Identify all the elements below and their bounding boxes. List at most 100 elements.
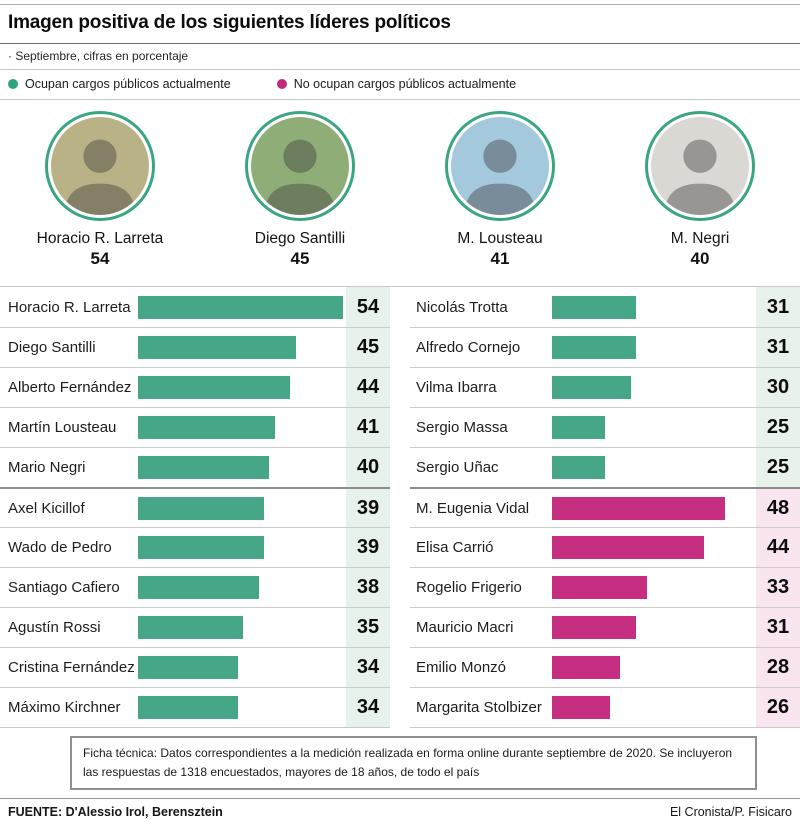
profile-card-larreta: Horacio R. Larreta 54 <box>0 111 200 286</box>
bar-chart-panels: Horacio R. Larreta 54 Diego Santilli 45 Albe… <box>0 286 800 728</box>
legend-rule <box>0 99 800 100</box>
bar <box>138 576 259 599</box>
profile-name: M. Lousteau <box>457 230 543 247</box>
bar-track <box>552 416 756 439</box>
row-value: 48 <box>756 489 800 527</box>
bar <box>552 496 725 520</box>
bar-track <box>552 496 756 520</box>
row-label: Mario Negri <box>8 459 86 476</box>
legend-item-not-in-office: No ocupan cargos públicos actualmente <box>276 77 516 91</box>
profile-photo-ring <box>245 111 355 221</box>
bar <box>138 656 238 679</box>
bar-track <box>138 696 346 719</box>
bar-track <box>138 616 346 639</box>
row-value: 34 <box>346 648 390 687</box>
bar-track <box>552 376 756 399</box>
row-label: Mauricio Macri <box>416 619 514 636</box>
chart-row: Martín Lousteau 41 <box>0 407 390 447</box>
chart-row: Mario Negri 40 <box>0 447 390 487</box>
chart-row: Emilio Monzó 28 <box>410 647 800 687</box>
profile-photo-ring <box>45 111 155 221</box>
bar-track <box>552 456 756 479</box>
row-value: 44 <box>756 528 800 567</box>
legend: Ocupan cargos públicos actualmente No oc… <box>0 70 800 99</box>
bar-track <box>138 576 346 599</box>
top-rule <box>0 4 800 5</box>
chart-row: Agustín Rossi 35 <box>0 607 390 647</box>
row-value: 31 <box>756 287 800 327</box>
chart-row: Santiago Cafiero 38 <box>0 567 390 607</box>
row-label: Alfredo Cornejo <box>416 339 521 356</box>
bar <box>552 696 610 719</box>
title-rule <box>0 43 800 44</box>
row-value: 54 <box>346 287 390 327</box>
row-label: Emilio Monzó <box>416 659 507 676</box>
row-value: 34 <box>346 688 390 727</box>
chart-row: Axel Kicillof 39 <box>0 487 390 527</box>
row-label: Rogelio Frigerio <box>416 579 522 596</box>
chart-row: Cristina Fernández 34 <box>0 647 390 687</box>
chart-subtitle: · Septiembre, cifras en porcentaje <box>8 49 189 63</box>
row-label: Wado de Pedro <box>8 539 112 556</box>
row-label: Máximo Kirchner <box>8 699 121 716</box>
chart-row: Nicolás Trotta 31 <box>410 287 800 327</box>
profile-photo-ring <box>645 111 755 221</box>
profile-value: 54 <box>90 249 110 268</box>
row-label: Elisa Carrió <box>416 539 494 556</box>
bar-track <box>552 295 756 319</box>
bar-track <box>138 376 346 399</box>
row-value: 31 <box>756 328 800 367</box>
row-value: 44 <box>346 368 390 407</box>
bar <box>138 496 264 520</box>
legend-item-in-office: Ocupan cargos públicos actualmente <box>8 77 231 91</box>
profile-name: M. Negri <box>670 230 730 247</box>
source-bar: FUENTE: D'Alessio Irol, Berensztein El C… <box>0 798 800 819</box>
credit-text: El Cronista/P. Fisicaro <box>669 805 792 819</box>
profile-card-santilli: Diego Santilli 45 <box>200 111 400 286</box>
bar-track <box>552 656 756 679</box>
chart-row: Diego Santilli 45 <box>0 327 390 367</box>
profile-value: 40 <box>690 249 710 268</box>
ficha-tecnica-text: Ficha técnica: Datos correspondientes a … <box>83 746 733 779</box>
bar <box>138 336 296 359</box>
row-value: 38 <box>346 568 390 607</box>
row-label: Alberto Fernández <box>8 379 132 396</box>
chart-row: Mauricio Macri 31 <box>410 607 800 647</box>
row-label: M. Eugenia Vidal <box>416 499 530 517</box>
bar <box>552 376 631 399</box>
row-value: 25 <box>756 408 800 447</box>
larreta-portrait <box>51 117 149 215</box>
bar <box>552 295 636 319</box>
bar-track <box>138 295 346 319</box>
person-silhouette-icon <box>464 139 536 215</box>
infographic-page: Imagen positiva de los siguientes lídere… <box>0 4 800 819</box>
subtitle-rule <box>0 69 800 70</box>
page-title: Imagen positiva de los siguientes lídere… <box>8 12 451 33</box>
negri-portrait <box>651 117 749 215</box>
chart-row: Rogelio Frigerio 33 <box>410 567 800 607</box>
bar <box>138 536 264 559</box>
chart-row: Sergio Uñac 25 <box>410 447 800 487</box>
row-label: Santiago Cafiero <box>8 579 120 596</box>
bar-track <box>552 576 756 599</box>
person-silhouette-icon <box>664 139 736 215</box>
bar-track <box>552 536 756 559</box>
bar-track <box>552 616 756 639</box>
bar <box>552 336 636 359</box>
bar <box>138 456 269 479</box>
chart-row: Máximo Kirchner 34 <box>0 687 390 727</box>
chart-row: Horacio R. Larreta 54 <box>0 287 390 327</box>
chart-row: Wado de Pedro 39 <box>0 527 390 567</box>
chart-row: Elisa Carrió 44 <box>410 527 800 567</box>
pink-dot-icon <box>276 79 287 89</box>
bar <box>138 616 243 639</box>
profile-value: 41 <box>490 249 510 268</box>
row-value: 30 <box>756 368 800 407</box>
santilli-portrait <box>251 117 349 215</box>
row-value: 26 <box>756 688 800 727</box>
bar-panel-right: Nicolás Trotta 31 Alfredo Cornejo 31 Vilma I… <box>410 287 800 728</box>
source-text: FUENTE: D'Alessio Irol, Berensztein <box>8 805 223 819</box>
row-value: 25 <box>756 448 800 487</box>
bar-panel-left: Horacio R. Larreta 54 Diego Santilli 45 Albe… <box>0 287 390 728</box>
person-silhouette-icon <box>264 139 336 215</box>
